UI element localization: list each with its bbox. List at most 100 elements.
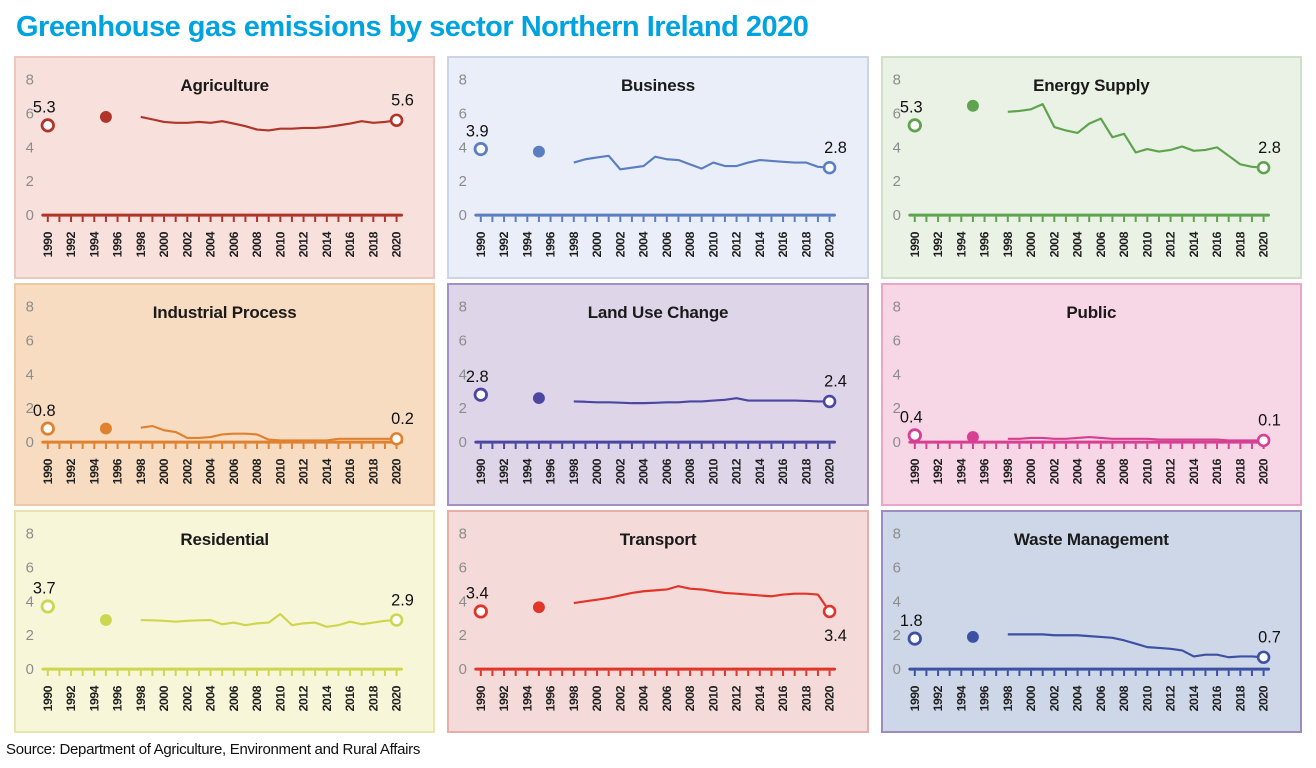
data-line: [1007, 633, 1264, 659]
y-tick-label: 4: [892, 594, 900, 610]
year-label: 2000: [157, 458, 171, 484]
panel-title: Agriculture: [180, 76, 269, 95]
start-marker: [40, 118, 55, 133]
waste-management-chart: 0 2 4 6 8 1990 1992 1994 1996 1998 2000 2002 2004 200…: [892, 527, 1280, 712]
y-tick-label: 2: [26, 174, 34, 190]
panel-land-use-change: Land Use Change 0 2 4 6 8 1990 1992 1994 1996 199…: [447, 283, 869, 506]
year-label: 1998: [134, 458, 148, 484]
year-label: 1990: [474, 458, 488, 484]
year-label: 1996: [111, 231, 125, 257]
panel-public: Public 0 2 4 6 8 1990 1992 1994 1996 1998 2000 2002…: [880, 283, 1302, 506]
year-label: 2008: [683, 685, 697, 711]
year-label: 2008: [250, 231, 264, 257]
y-tick-label: 8: [26, 73, 34, 89]
mid-marker: [99, 614, 112, 626]
year-label: 2006: [1093, 458, 1107, 484]
year-label: 1992: [931, 231, 945, 257]
year-label: 2012: [730, 231, 744, 257]
panel-energy-supply: Energy Supply 0 2 4 6 8 1990 1992 1994 1996 1998 2…: [880, 56, 1302, 279]
year-label: 1990: [907, 458, 921, 484]
year-label: 2006: [1093, 685, 1107, 711]
start-value-label: 3.9: [466, 122, 489, 140]
y-tick-label: 4: [26, 594, 34, 610]
data-line: [140, 424, 397, 442]
y-tick-label: 6: [26, 560, 34, 576]
panel-title: Energy Supply: [1033, 76, 1150, 95]
year-label: 2018: [366, 231, 380, 257]
year-label: 2014: [320, 231, 334, 257]
year-label: 1996: [544, 458, 558, 484]
year-label: 2020: [823, 458, 837, 484]
panel-title: Transport: [619, 530, 697, 549]
year-label: 1994: [87, 685, 101, 711]
year-label: 2020: [823, 231, 837, 257]
year-label: 2018: [366, 458, 380, 484]
y-tick-label: 6: [459, 106, 467, 122]
year-label: 2004: [204, 231, 218, 257]
end-marker: [823, 161, 837, 175]
year-label: 2020: [823, 685, 837, 711]
start-value-label: 1.8: [900, 612, 923, 630]
year-label: 2018: [1233, 685, 1247, 711]
start-marker: [907, 428, 922, 443]
panel-industrial-process: Industrial Process 0 2 4 6 8 1990 1992 1994 1996…: [14, 283, 436, 506]
y-tick-label: 6: [26, 333, 34, 349]
year-label: 2002: [1047, 685, 1061, 711]
data-line: [1007, 435, 1264, 442]
year-label: 2004: [204, 458, 218, 484]
y-tick-label: 6: [459, 560, 467, 576]
end-marker: [823, 604, 837, 619]
y-tick-label: 8: [26, 300, 34, 316]
data-line: [1007, 103, 1264, 169]
year-label: 1990: [474, 685, 488, 711]
year-label: 1992: [497, 231, 511, 257]
start-value-label: 0.4: [900, 409, 923, 427]
end-value-label: 5.6: [391, 92, 414, 110]
y-tick-label: 8: [892, 73, 900, 89]
year-label: 2012: [730, 685, 744, 711]
year-label: 1990: [907, 685, 921, 711]
panel-title: Business: [620, 76, 695, 95]
year-label: 2000: [157, 685, 171, 711]
y-tick-label: 8: [892, 527, 900, 543]
y-tick-label: 2: [892, 401, 900, 417]
year-label: 2006: [1093, 231, 1107, 257]
year-label: 2000: [1024, 685, 1038, 711]
year-label: 1994: [521, 685, 535, 711]
year-label: 1994: [954, 685, 968, 711]
panel-title: Residential: [180, 530, 269, 549]
end-value-label: 0.2: [391, 410, 414, 428]
year-label: 1990: [907, 231, 921, 257]
panel-title: Land Use Change: [587, 303, 729, 322]
y-tick-label: 8: [26, 527, 34, 543]
y-tick-label: 8: [459, 527, 467, 543]
end-marker: [389, 613, 404, 627]
y-tick-label: 6: [459, 333, 467, 349]
year-label: 1998: [1000, 231, 1014, 257]
year-label: 2014: [320, 685, 334, 711]
y-tick-label: 2: [459, 628, 467, 644]
y-tick-label: 0: [892, 435, 900, 451]
year-label: 2004: [1070, 685, 1084, 711]
mid-marker: [99, 422, 112, 435]
y-tick-label: 0: [459, 662, 467, 678]
y-tick-label: 6: [26, 106, 34, 122]
year-label: 2014: [753, 685, 767, 711]
year-label: 2016: [1210, 231, 1224, 257]
year-label: 1996: [111, 685, 125, 711]
data-line: [140, 115, 397, 132]
year-label: 2002: [614, 685, 628, 711]
year-label: 1996: [544, 685, 558, 711]
year-label: 1992: [931, 685, 945, 711]
start-marker: [40, 421, 55, 436]
y-tick-label: 6: [892, 106, 900, 122]
year-label: 2012: [297, 458, 311, 484]
panel-title: Public: [1066, 303, 1117, 322]
year-label: 2004: [204, 685, 218, 711]
year-label: 2018: [366, 685, 380, 711]
energy-supply-chart: 0 2 4 6 8 1990 1992 1994 1996 1998 2000 2002 2004 200…: [892, 73, 1280, 258]
year-label: 2002: [614, 231, 628, 257]
chart-grid: Agriculture 0 2 4 6 8 1990 1992 1994 1996 1998 200…: [14, 56, 1302, 733]
start-value-label: 5.3: [33, 99, 56, 117]
y-tick-label: 2: [459, 401, 467, 417]
